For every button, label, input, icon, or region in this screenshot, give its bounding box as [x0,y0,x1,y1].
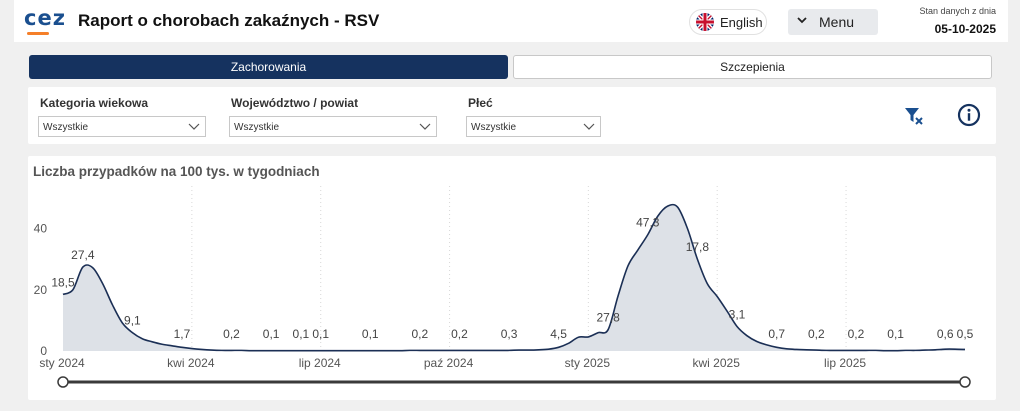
tab-zachorowania[interactable]: Zachorowania [29,55,508,79]
chart-card: Liczba przypadków na 100 tys. w tygodnia… [28,156,996,400]
menu-button[interactable]: Menu [788,9,878,35]
language-label: English [720,15,763,30]
data-label: 18,5 [51,275,75,289]
data-label: 9,1 [124,314,141,328]
y-tick-label: 40 [34,222,48,236]
data-label: 0,1 [293,327,310,341]
series-line [62,203,966,352]
data-label: 27,8 [596,311,620,325]
data-label: 0,2 [848,327,865,341]
filter-panel: Kategoria wiekowa Wszystkie Województwo … [28,87,996,144]
uk-flag-icon [696,13,714,31]
range-slider-start-handle[interactable] [57,376,69,388]
x-tick-label: paź 2024 [424,356,474,370]
page-title: Raport o chorobach zakaźnych - RSV [78,11,380,30]
age-filter-label: Kategoria wiekowa [40,96,149,110]
sex-filter-label: Płeć [468,96,493,110]
age-filter-value: Wszystkie [43,122,88,133]
x-tick-label: sty 2024 [39,356,85,370]
y-tick-label: 0 [40,344,47,358]
chevron-down-icon [797,17,807,24]
x-tick-label: sty 2025 [565,356,611,370]
y-tick-label: 20 [34,283,48,297]
data-label: 27,4 [71,248,95,262]
clear-filter-icon[interactable] [904,107,924,125]
tab-szczepienia[interactable]: Szczepienia [513,55,992,79]
x-tick-label: lip 2024 [299,356,341,370]
chevron-down-icon [188,123,200,130]
sex-filter-select[interactable]: Wszystkie [466,116,601,137]
logo-accent [27,32,49,35]
x-tick-label: kwi 2024 [167,356,215,370]
data-label: 1,7 [174,327,191,341]
data-label: 47,3 [636,216,660,230]
language-button[interactable]: English [689,9,767,35]
data-status-label: Stan danych z dnia [919,6,996,16]
region-filter-value: Wszystkie [234,122,279,133]
region-filter-label: Województwo / powiat [231,96,359,110]
x-tick-label: lip 2025 [824,356,866,370]
x-tick-label: kwi 2025 [693,356,741,370]
region-filter-select[interactable]: Wszystkie [229,116,437,137]
data-label: 0,2 [808,327,825,341]
cases-area-chart: 0 20 40 sty 2024 kwi 2024 lip 2024 paź 2024 sty… [34,186,974,388]
data-label: 0,5 [957,327,974,341]
data-label: 0,3 [501,327,518,341]
data-label: 0,1 [362,327,379,341]
info-icon[interactable] [957,103,981,127]
menu-label: Menu [819,14,855,30]
data-label: 0,6 [937,327,954,341]
data-label: 0,2 [223,327,240,341]
chevron-down-icon [583,123,595,130]
data-label: 0,1 [312,327,329,341]
chart-title: Liczba przypadków na 100 tys. w tygodnia… [33,164,320,179]
data-label: 0,2 [411,327,428,341]
cez-logo: cez [24,6,66,30]
data-label: 0,7 [768,327,785,341]
data-status-date: 05-10-2025 [934,22,996,36]
data-label: 4,5 [550,327,567,341]
data-label: 0,1 [887,327,904,341]
data-label: 17,8 [686,240,710,254]
data-label: 3,1 [729,308,746,322]
sex-filter-value: Wszystkie [471,122,516,133]
chevron-down-icon [419,123,431,130]
data-label: 0,1 [263,327,280,341]
age-filter-select[interactable]: Wszystkie [38,116,206,137]
range-slider-end-handle[interactable] [959,376,971,388]
top-bar: cez Raport o chorobach zakaźnych - RSV E… [14,0,1008,42]
data-label: 0,2 [451,327,468,341]
